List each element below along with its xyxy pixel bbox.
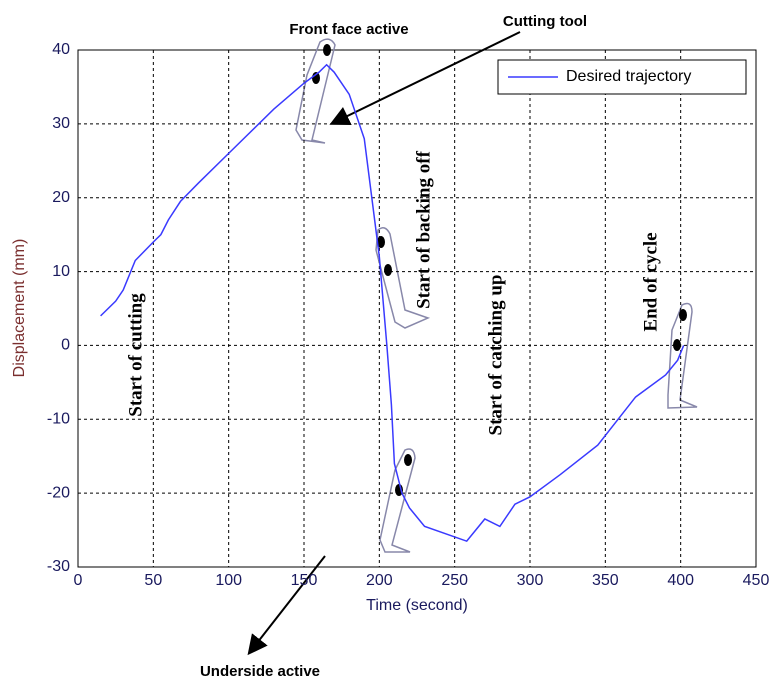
x-tick-label: 200 [366, 572, 393, 589]
x-tick-label: 350 [592, 572, 619, 589]
x-tick-label: 450 [743, 572, 770, 589]
annotation: Underside active [200, 663, 320, 680]
annotation: Cutting tool [503, 13, 587, 30]
y-tick-label: 30 [52, 115, 70, 132]
x-tick-label: 50 [144, 572, 162, 589]
annotation: Start of cutting [125, 293, 146, 417]
annotation: End of cycle [640, 232, 661, 331]
y-tick-label: 40 [52, 41, 70, 58]
chart: Displacement (mm) Time (second) 05010015… [0, 0, 775, 685]
y-tick-label: 20 [52, 189, 70, 206]
x-tick-label: 150 [291, 572, 318, 589]
y-tick-label: -30 [47, 558, 70, 575]
x-tick-label: 0 [74, 572, 83, 589]
y-tick-label: 10 [52, 263, 70, 280]
x-axis-label: Time (second) [366, 597, 468, 614]
y-tick-label: -10 [47, 411, 70, 428]
x-tick-label: 100 [215, 572, 242, 589]
annotation: Start of backing off [413, 150, 434, 308]
annotation: Start of catching up [485, 275, 506, 436]
y-tick-label: 0 [61, 337, 70, 354]
y-tick-label: -20 [47, 484, 70, 501]
x-tick-label: 250 [441, 572, 468, 589]
annotation: Front face active [289, 21, 408, 38]
annotation-arrow [250, 556, 325, 652]
x-tick-label: 300 [517, 572, 544, 589]
x-tick-label: 400 [667, 572, 694, 589]
legend-label: Desired trajectory [566, 68, 691, 85]
y-axis-label: Displacement (mm) [11, 239, 28, 378]
